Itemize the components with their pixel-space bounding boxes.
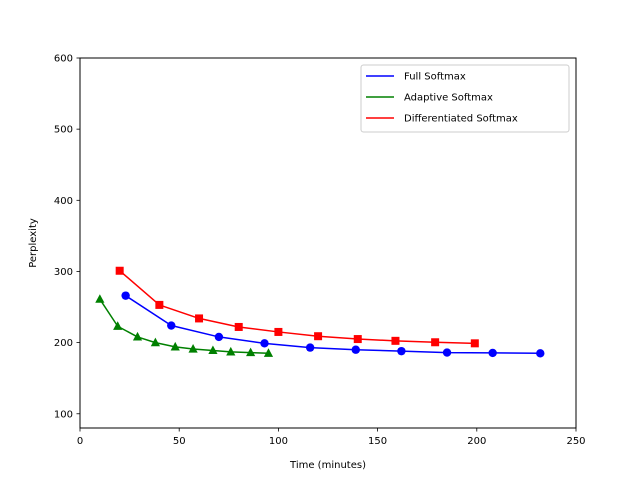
data-point-full-softmax — [442, 348, 452, 357]
data-point-adaptive-softmax — [188, 344, 198, 353]
data-point-differentiated-softmax — [234, 322, 243, 331]
y-tick-label: 500 — [54, 125, 73, 136]
data-point-adaptive-softmax — [208, 345, 218, 355]
data-point-differentiated-softmax — [115, 266, 124, 275]
y-tick-label: 100 — [54, 409, 73, 420]
data-point-differentiated-softmax — [314, 332, 323, 341]
data-point-differentiated-softmax — [391, 336, 400, 345]
y-tick-label: 300 — [54, 267, 73, 278]
y-axis: 100 200 300 400 500 600 — [54, 54, 80, 420]
data-point-differentiated-softmax — [353, 335, 362, 344]
x-tick-label: 50 — [173, 436, 186, 447]
data-point-full-softmax — [167, 321, 176, 330]
series-line-differentiated-softmax — [119, 270, 475, 345]
x-tick-label: 0 — [77, 436, 83, 447]
data-point-full-softmax — [121, 291, 130, 300]
data-point-adaptive-softmax — [132, 331, 143, 341]
data-point-adaptive-softmax — [95, 294, 105, 303]
data-point-differentiated-softmax — [431, 338, 440, 347]
series-differentiated-softmax — [115, 266, 479, 348]
data-point-full-softmax — [260, 339, 269, 348]
data-point-full-softmax — [397, 346, 406, 356]
data-point-adaptive-softmax — [150, 337, 160, 347]
x-tick-label: 100 — [269, 436, 288, 447]
legend-label-full-softmax: Full Softmax — [404, 72, 466, 83]
data-point-adaptive-softmax — [170, 341, 180, 351]
series-line-full-softmax — [125, 295, 541, 355]
x-tick-label: 250 — [566, 436, 585, 447]
plot-frame — [79, 57, 577, 429]
legend-label-differentiated-softmax: Differentiated Softmax — [404, 114, 518, 125]
y-tick-label: 200 — [54, 338, 73, 349]
data-point-differentiated-softmax — [470, 339, 479, 348]
y-tick-label: 600 — [54, 54, 73, 65]
series-line-adaptive-softmax — [99, 298, 269, 355]
x-axis-label: Time (minutes) — [289, 460, 366, 471]
data-point-full-softmax — [305, 343, 315, 352]
data-point-differentiated-softmax — [274, 327, 283, 336]
legend-label-adaptive-softmax: Adaptive Softmax — [404, 93, 493, 104]
data-point-differentiated-softmax — [195, 314, 204, 323]
series-full-softmax — [121, 291, 545, 358]
data-point-full-softmax — [488, 348, 497, 358]
data-point-adaptive-softmax — [226, 346, 236, 356]
data-point-differentiated-softmax — [155, 300, 164, 309]
x-axis: 0 50 100 150 200 250 — [77, 428, 586, 447]
series-layer — [95, 266, 545, 358]
series-adaptive-softmax — [95, 294, 274, 357]
data-point-full-softmax — [351, 345, 360, 354]
legend: Full Softmax Adaptive Softmax Differentiat… — [360, 64, 570, 133]
data-point-full-softmax — [214, 332, 224, 342]
data-point-full-softmax — [536, 349, 545, 358]
y-tick-label: 400 — [54, 196, 73, 207]
y-axis-label: Perplexity — [28, 218, 39, 268]
data-point-adaptive-softmax — [246, 347, 256, 357]
x-tick-label: 200 — [467, 436, 486, 447]
data-point-adaptive-softmax — [263, 348, 274, 357]
x-tick-label: 150 — [368, 436, 387, 447]
data-point-adaptive-softmax — [113, 321, 123, 330]
legend-box — [360, 64, 570, 133]
